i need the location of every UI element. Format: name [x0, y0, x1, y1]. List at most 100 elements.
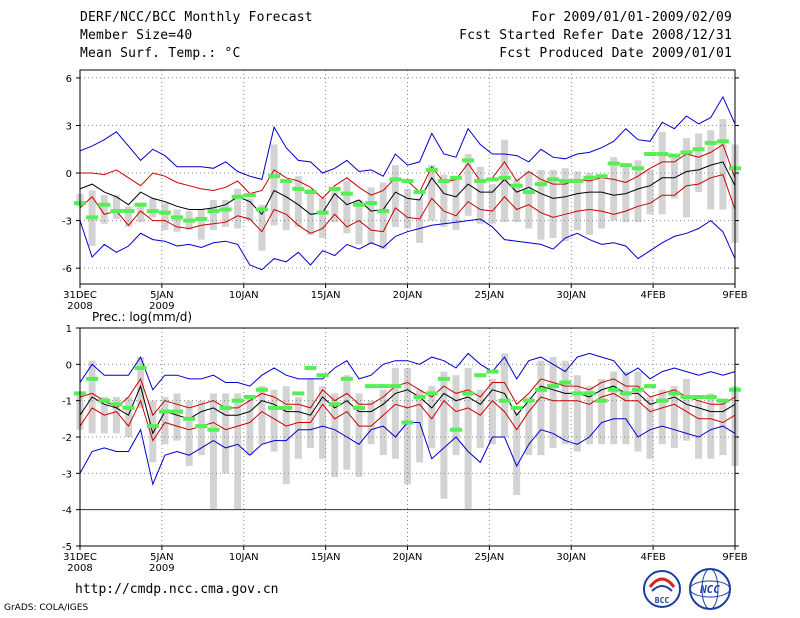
observed-marker	[656, 152, 669, 157]
y-tick-label: -4	[62, 506, 72, 517]
x-tick-label: 10JAN	[229, 290, 259, 301]
spread-box	[525, 397, 533, 456]
observed-marker	[195, 217, 208, 222]
spread-box	[343, 180, 351, 234]
spread-box	[100, 195, 108, 224]
observed-marker	[207, 209, 220, 214]
x-tick-label: 20JAN	[393, 290, 423, 301]
observed-marker	[559, 380, 572, 385]
observed-marker	[328, 402, 341, 407]
observed-marker	[231, 194, 244, 199]
series-max	[79, 352, 736, 391]
observed-marker	[183, 416, 196, 421]
spread-box	[379, 182, 387, 250]
spread-box	[658, 389, 666, 445]
spread-box	[331, 188, 339, 223]
y-tick-label: -6	[62, 264, 72, 275]
spread-box	[331, 393, 339, 477]
observed-marker	[158, 210, 171, 215]
spread-box	[488, 378, 496, 445]
spread-box	[549, 169, 557, 239]
spread-box	[306, 188, 314, 235]
observed-marker	[401, 420, 414, 425]
observed-marker	[522, 190, 535, 195]
y-tick-label: 1	[66, 324, 72, 335]
observed-marker	[243, 395, 256, 400]
spread-box	[137, 357, 145, 408]
spread-box	[246, 198, 254, 221]
observed-marker	[219, 207, 232, 212]
y-tick-label: 6	[66, 74, 72, 85]
spread-box	[209, 393, 217, 510]
spread-box	[112, 397, 120, 434]
spread-box	[440, 371, 448, 499]
spread-box	[246, 397, 254, 456]
spread-box	[501, 139, 509, 223]
observed-marker	[340, 376, 353, 381]
observed-marker	[243, 193, 256, 198]
bcc-logo-text: BCC	[655, 596, 670, 605]
spread-box	[719, 119, 727, 210]
spread-box	[306, 378, 314, 448]
y-tick-label: 0	[66, 360, 72, 371]
grads-credit: GrADS: COLA/IGES	[4, 603, 89, 613]
spread-box	[173, 393, 181, 441]
observed-marker	[534, 182, 547, 187]
observed-marker	[716, 398, 729, 403]
observed-marker	[462, 158, 475, 163]
observed-marker	[680, 150, 693, 155]
observed-marker	[595, 398, 608, 403]
source-url[interactable]: http://cmdp.ncc.cma.gov.cn	[75, 582, 279, 597]
observed-marker	[401, 178, 414, 183]
y-tick-label: -3	[62, 469, 72, 480]
spread-box	[452, 179, 460, 231]
spread-box	[404, 367, 411, 485]
spread-box	[549, 357, 557, 448]
observed-marker	[668, 153, 681, 158]
observed-marker	[365, 201, 378, 206]
observed-marker	[450, 427, 463, 432]
observed-marker	[571, 391, 584, 396]
spread-box	[294, 397, 302, 459]
observed-marker	[474, 373, 487, 378]
observed-marker	[352, 202, 365, 207]
observed-marker	[255, 387, 268, 392]
observed-marker	[486, 177, 499, 182]
observed-marker	[389, 177, 402, 182]
spread-box	[258, 204, 266, 251]
observed-marker	[534, 387, 547, 392]
observed-marker	[207, 427, 220, 432]
spread-box	[161, 203, 169, 231]
observed-marker	[607, 161, 620, 166]
x-tick-label: 2008	[67, 301, 92, 312]
observed-marker	[328, 186, 341, 191]
y-tick-label: -2	[62, 433, 72, 444]
x-tick-label: 9FEB	[722, 290, 747, 301]
x-tick-label: 15JAN	[311, 290, 341, 301]
observed-marker	[510, 183, 523, 188]
spread-box	[112, 195, 120, 220]
spread-box	[561, 360, 569, 445]
spread-box	[452, 375, 460, 456]
observed-marker	[110, 209, 123, 214]
observed-marker	[377, 209, 390, 214]
observed-marker	[547, 177, 560, 182]
spread-box	[585, 173, 593, 235]
spread-box	[137, 206, 145, 223]
observed-marker	[280, 178, 293, 183]
spread-box	[428, 386, 436, 448]
spread-box	[234, 188, 242, 229]
observed-marker	[292, 186, 305, 191]
observed-marker	[595, 174, 608, 179]
spread-box	[488, 184, 496, 224]
observed-marker	[704, 395, 717, 400]
spread-box	[222, 199, 230, 227]
spread-box	[258, 386, 266, 445]
observed-marker	[352, 405, 365, 410]
spread-box	[707, 130, 715, 210]
spread-box	[391, 165, 399, 227]
spread-box	[391, 367, 399, 459]
spread-box	[537, 360, 545, 456]
observed-marker	[268, 405, 281, 410]
observed-marker	[292, 391, 305, 396]
